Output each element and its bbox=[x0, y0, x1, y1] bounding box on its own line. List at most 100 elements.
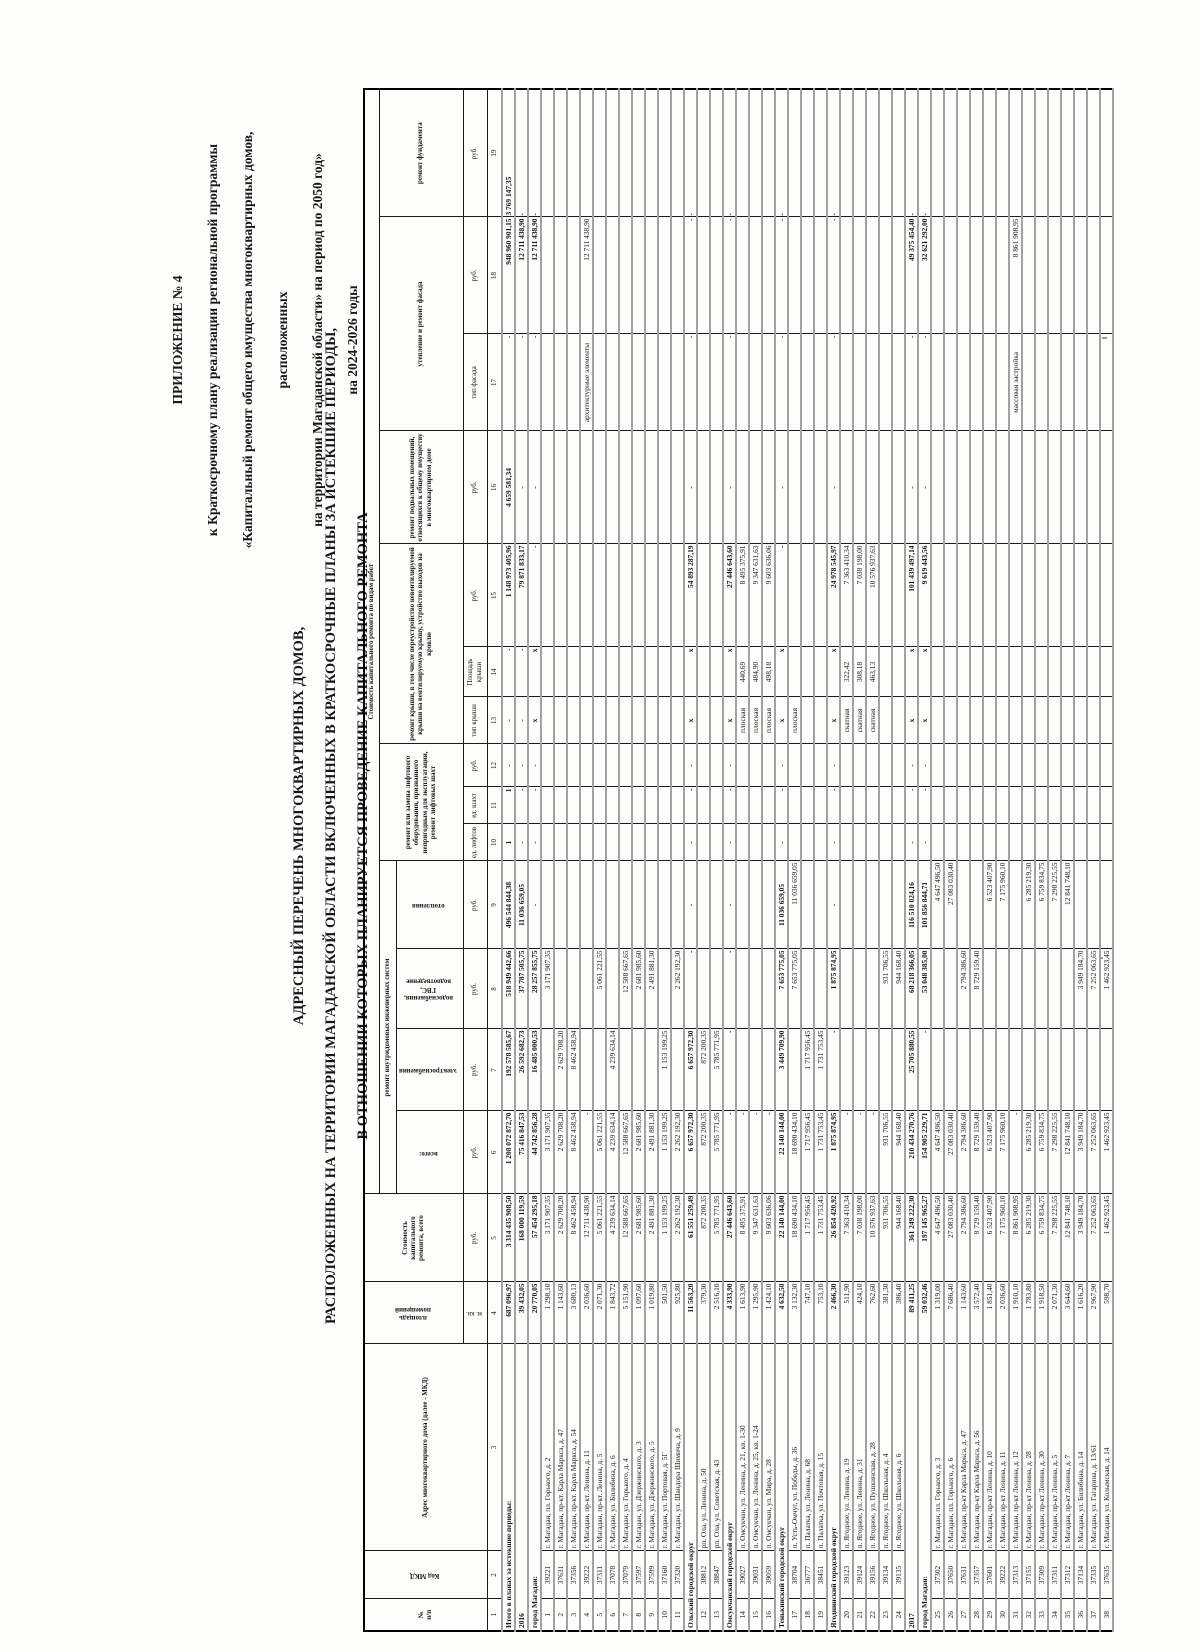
cell bbox=[801, 334, 814, 431]
cell: 6 285 219,30 bbox=[1022, 1111, 1035, 1194]
cell: 4 659 581,34 bbox=[502, 431, 515, 544]
cell: 49 375 454,40 bbox=[905, 217, 918, 334]
sub-header-roof-type: тип крыши bbox=[463, 697, 488, 744]
cell: - bbox=[528, 744, 541, 787]
cell bbox=[606, 88, 619, 217]
cell: 44 742 856,28 bbox=[528, 1111, 541, 1194]
cell: 2 681 985,60 bbox=[632, 1111, 645, 1194]
cell: - bbox=[528, 824, 541, 861]
cell: 22 140 144,00 bbox=[775, 1194, 788, 1282]
cell: - bbox=[515, 334, 528, 431]
cell: 1 875 874,95 bbox=[827, 949, 840, 1029]
cell: 37311 bbox=[593, 1551, 606, 1599]
cell bbox=[996, 544, 1009, 647]
cell bbox=[710, 824, 723, 861]
cell bbox=[749, 88, 762, 217]
cell bbox=[1087, 861, 1100, 949]
cell bbox=[1022, 949, 1035, 1029]
cell bbox=[1035, 949, 1048, 1029]
cell: х bbox=[528, 647, 541, 697]
sub-header-roof-area: Площадь крыши bbox=[463, 647, 488, 697]
cell bbox=[1035, 88, 1048, 217]
cell: - bbox=[827, 1029, 840, 1111]
cell bbox=[697, 647, 710, 697]
cell: 37335 bbox=[1087, 1551, 1100, 1599]
cell: 7 363 410,34 bbox=[840, 544, 853, 647]
cell bbox=[1061, 88, 1074, 217]
cell: 6 523 407,90 bbox=[983, 861, 996, 949]
cell: 3 314 435 908,50 bbox=[502, 1194, 515, 1282]
cell: 89 411,25 bbox=[905, 1282, 918, 1344]
cell: 7 686,40 bbox=[944, 1282, 957, 1344]
cell bbox=[1009, 949, 1022, 1029]
cell bbox=[541, 824, 554, 861]
cell: - bbox=[775, 217, 788, 334]
cell: 2 516,10 bbox=[710, 1282, 723, 1344]
cell bbox=[619, 544, 632, 647]
cell: 26 854 420,92 bbox=[827, 1194, 840, 1282]
cell bbox=[1022, 1029, 1035, 1111]
cell bbox=[853, 217, 866, 334]
cell bbox=[541, 1029, 554, 1111]
document-title-line: АДРЕСНЫЙ ПЕРЕЧЕНЬ МНОГОКВАРТИРНЫХ ДОМОВ, bbox=[291, 626, 307, 1026]
cell bbox=[1087, 431, 1100, 544]
cell: скатная bbox=[840, 697, 853, 744]
cell: 7 298 225,55 bbox=[1048, 861, 1061, 949]
cell: г. Магадан, ул. Шандора Шимича, д. 9 bbox=[671, 1344, 684, 1551]
cell bbox=[541, 431, 554, 544]
cell bbox=[801, 787, 814, 824]
cell: 6 759 834,75 bbox=[1035, 1194, 1048, 1282]
cell bbox=[554, 824, 567, 861]
cell bbox=[658, 949, 671, 1029]
cell bbox=[580, 1029, 593, 1111]
cell bbox=[1061, 647, 1074, 697]
cell bbox=[1074, 88, 1087, 217]
cell bbox=[1061, 217, 1074, 334]
cell: 4 647 496,50 bbox=[931, 861, 944, 949]
cell bbox=[1100, 544, 1113, 647]
cell bbox=[671, 88, 684, 217]
cell: 20 770,05 bbox=[528, 1282, 541, 1344]
cell: рп. Ола, ул. Советская, д. 43 bbox=[710, 1344, 723, 1551]
cell: 925,80 bbox=[671, 1282, 684, 1344]
cell: 12 bbox=[697, 1599, 710, 1631]
cell: 37134 bbox=[1074, 1551, 1087, 1599]
cell: - bbox=[684, 744, 697, 787]
col-header-total-cost: Стоимость капитального ремонта, всего bbox=[364, 1194, 464, 1282]
cell bbox=[619, 787, 632, 824]
cell: 38812 bbox=[697, 1551, 710, 1599]
cell bbox=[996, 334, 1009, 431]
cell: 12 841 748,10 bbox=[1061, 1111, 1074, 1194]
cell: 379,30 bbox=[697, 1282, 710, 1344]
cell: скатная bbox=[866, 697, 879, 744]
cell bbox=[1061, 787, 1074, 824]
cell: 7 252 063,65 bbox=[1087, 1194, 1100, 1282]
cell: - bbox=[918, 1029, 931, 1111]
scan-speck bbox=[1099, 957, 1103, 959]
cell bbox=[1035, 787, 1048, 824]
cell bbox=[970, 1029, 983, 1111]
cell bbox=[606, 744, 619, 787]
cell bbox=[853, 334, 866, 431]
cell bbox=[801, 88, 814, 217]
cell bbox=[671, 544, 684, 647]
cell bbox=[1009, 647, 1022, 697]
cell: 210 434 270,76 bbox=[905, 1111, 918, 1194]
cell bbox=[762, 217, 775, 334]
cell: г. Магадан, пл. Горького, д. 6 bbox=[944, 1344, 957, 1551]
cell bbox=[619, 647, 632, 697]
cell bbox=[814, 949, 827, 1029]
cell bbox=[983, 949, 996, 1029]
cell bbox=[814, 787, 827, 824]
cell: 1 843,72 bbox=[606, 1282, 619, 1344]
cell bbox=[1074, 647, 1087, 697]
cell bbox=[697, 744, 710, 787]
cell: 39222 bbox=[996, 1551, 1009, 1599]
cell bbox=[645, 647, 658, 697]
cell: - bbox=[502, 697, 515, 744]
cell: п. Палатка, ул. Почтовая, д. 15 bbox=[814, 1344, 827, 1551]
cell: 8 bbox=[632, 1599, 645, 1631]
